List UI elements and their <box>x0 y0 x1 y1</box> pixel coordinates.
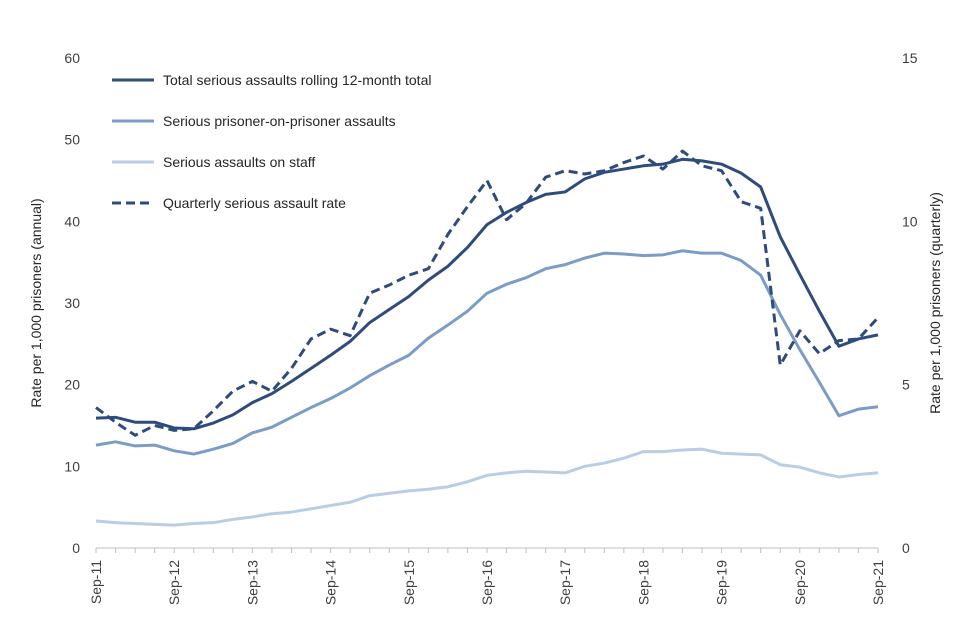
legend-label: Total serious assaults rolling 12-month … <box>163 72 431 88</box>
right-tick-label: 5 <box>902 377 910 393</box>
x-tick-label: Sep-21 <box>870 560 886 605</box>
series-line-total-serious-assaults-rolling-12-month-total <box>95 157 879 431</box>
x-tick-label: Sep-12 <box>166 560 182 605</box>
right-axis-title: Rate per 1,000 prisoners (quarterly) <box>927 192 943 414</box>
legend-label: Serious assaults on staff <box>163 154 315 170</box>
right-tick-label: 15 <box>902 50 918 66</box>
x-tick-label: Sep-15 <box>401 560 417 605</box>
series-line-quarterly-serious-assault-rate <box>95 149 880 437</box>
series-line-serious-assaults-on-staff <box>95 447 879 527</box>
x-tick-label: Sep-13 <box>244 560 260 605</box>
left-y-axis: 0 10 20 30 40 50 60 <box>64 50 80 556</box>
x-tick-label: Sep-16 <box>479 560 495 605</box>
x-tick-label: Sep-17 <box>557 560 573 605</box>
legend: Total serious assaults rolling 12-month … <box>112 72 431 211</box>
left-tick-label: 0 <box>72 540 80 556</box>
left-tick-label: 30 <box>64 295 80 311</box>
x-tick-label: Sep-18 <box>635 560 651 605</box>
left-axis-title: Rate per 1,000 prisoners (annual) <box>28 198 44 407</box>
x-tick-label: Sep-19 <box>714 560 730 605</box>
right-y-axis: 0 5 10 15 <box>902 50 918 556</box>
left-tick-label: 50 <box>64 132 80 148</box>
legend-label: Serious prisoner-on-prisoner assaults <box>163 113 396 129</box>
legend-label: Quarterly serious assault rate <box>163 195 346 211</box>
x-axis: Sep-11 Sep-12 Sep-13 Sep-14 Sep-15 Sep-16 Sep-… <box>88 547 886 605</box>
x-tick-label: Sep-20 <box>792 560 808 605</box>
x-tick-label: Sep-11 <box>88 560 104 604</box>
right-tick-label: 0 <box>902 540 910 556</box>
left-tick-label: 60 <box>64 50 80 66</box>
left-tick-label: 20 <box>64 377 80 393</box>
left-tick-label: 40 <box>64 213 80 229</box>
series-layer <box>95 149 880 527</box>
left-tick-label: 10 <box>64 458 80 474</box>
series-line-serious-prisoner-on-prisoner-assaults <box>95 249 879 456</box>
x-tick-label: Sep-14 <box>323 560 339 605</box>
right-tick-label: 10 <box>902 213 918 229</box>
